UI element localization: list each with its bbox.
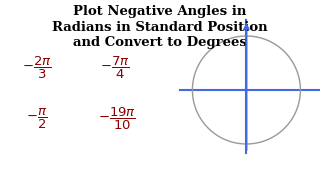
Text: $-\dfrac{7\pi}{4}$: $-\dfrac{7\pi}{4}$ <box>100 55 130 82</box>
Text: $-\dfrac{2\pi}{3}$: $-\dfrac{2\pi}{3}$ <box>22 55 52 82</box>
Text: $-\dfrac{19\pi}{10}$: $-\dfrac{19\pi}{10}$ <box>98 106 136 132</box>
Text: Plot Negative Angles in
Radians in Standard Position
and Convert to Degrees: Plot Negative Angles in Radians in Stand… <box>52 5 268 49</box>
Text: $-\dfrac{\pi}{2}$: $-\dfrac{\pi}{2}$ <box>26 107 48 131</box>
